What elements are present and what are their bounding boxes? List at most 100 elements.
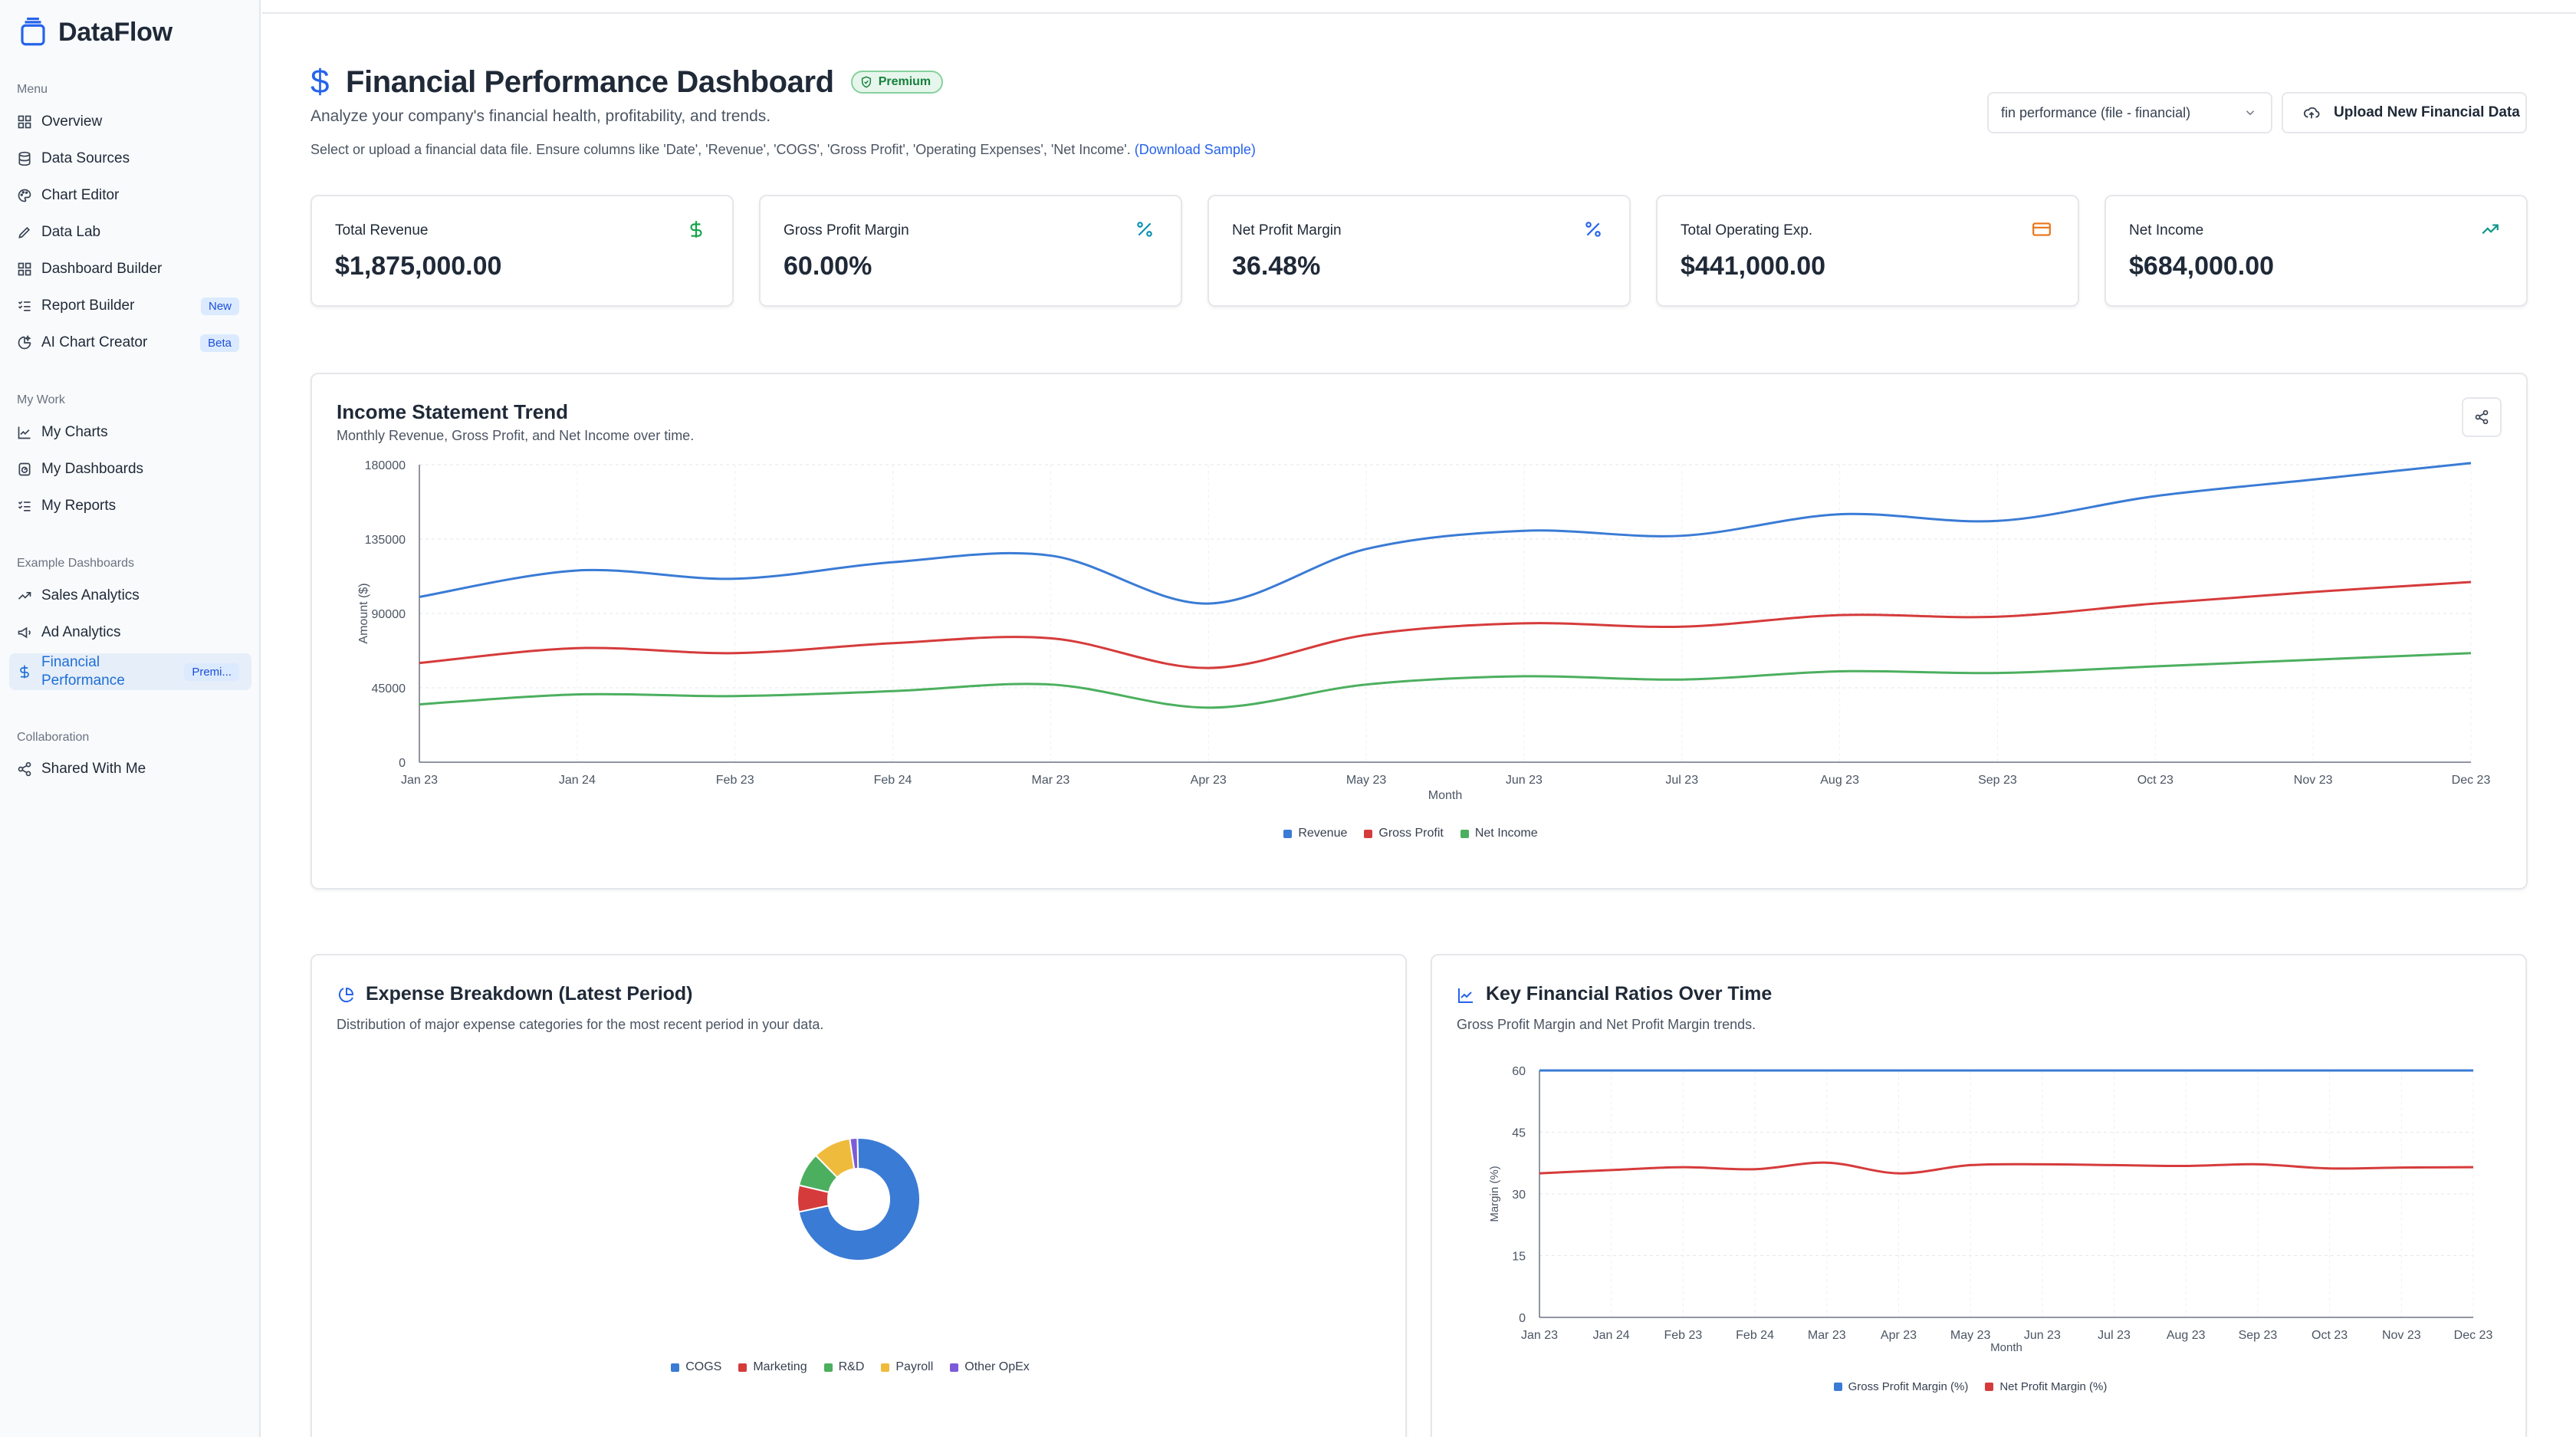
legend-item-revenue[interactable]: Revenue (1283, 827, 1347, 840)
legend-label: Other OpEx (964, 1360, 1030, 1373)
beta-badge: Beta (200, 334, 239, 352)
x-axis-label: Month (1990, 1341, 2022, 1354)
x-tick-label: Mar 23 (1808, 1329, 1846, 1342)
legend-label: Gross Profit Margin (%) (1848, 1380, 1969, 1393)
section-my-work: My Work (17, 393, 65, 406)
brand[interactable]: DataFlow (17, 15, 172, 49)
kpi-label: Net Income (2129, 222, 2204, 238)
legend-swatch (1283, 829, 1293, 838)
sidebar-item-ai-chart-creator[interactable]: AI Chart Creator Beta (9, 328, 251, 357)
sidebar-item-data-lab[interactable]: Data Lab (9, 218, 251, 247)
donut-slice-other-opex[interactable] (849, 1136, 859, 1170)
legend-item-other-opex[interactable]: Other OpEx (950, 1360, 1030, 1374)
kpi-label: Total Operating Exp. (1681, 222, 1813, 238)
legend-label: COGS (685, 1360, 722, 1373)
x-tick-label: Aug 23 (1820, 774, 1859, 787)
x-tick-label: Apr 23 (1881, 1329, 1917, 1342)
legend-item-net-income[interactable]: Net Income (1460, 827, 1538, 840)
legend-swatch (1985, 1383, 1994, 1391)
sidebar-item-ad-analytics[interactable]: Ad Analytics (9, 618, 251, 647)
panel-description: Gross Profit Margin and Net Profit Margi… (1457, 1017, 1756, 1032)
legend-item-marketing[interactable]: Marketing (738, 1360, 807, 1374)
legend-swatch (738, 1363, 748, 1372)
panel-title: Key Financial Ratios Over Time (1486, 983, 1773, 1005)
x-tick-label: Jun 23 (2024, 1329, 2061, 1342)
legend-item-payroll[interactable]: Payroll (881, 1360, 933, 1374)
sidebar-item-dashboard-builder[interactable]: Dashboard Builder (9, 255, 251, 284)
layout-grid-icon (18, 262, 31, 276)
x-tick-label: Jun 23 (1506, 774, 1543, 787)
x-tick-label: Jan 24 (1593, 1329, 1630, 1342)
sidebar-item-label: Chart Editor (41, 187, 120, 203)
sidebar-item-sales-analytics[interactable]: Sales Analytics (9, 581, 251, 610)
ratios-line-chart: 0 15 30 45 60 Jan 23 Jan 24 Feb 23 Feb 24 Mar 23 A… (1488, 1065, 2492, 1354)
sidebar-item-overview[interactable]: Overview (9, 107, 251, 136)
legend-item-gross-profit-margin[interactable]: Gross Profit Margin (%) (1833, 1380, 1969, 1393)
sidebar-item-report-builder[interactable]: Report Builder New (9, 291, 251, 321)
panel-title: Expense Breakdown (Latest Period) (366, 983, 693, 1005)
x-tick-label: Jan 23 (1521, 1329, 1558, 1342)
y-tick-label: 0 (1519, 1312, 1526, 1325)
y-tick-label: 15 (1512, 1251, 1526, 1264)
legend-item-r-d[interactable]: R&D (823, 1360, 865, 1374)
database-icon (18, 151, 31, 166)
percent-icon (1585, 222, 1601, 237)
legend-item-cogs[interactable]: COGS (671, 1360, 721, 1374)
sidebar-item-my-dashboards[interactable]: My Dashboards (9, 455, 251, 484)
megaphone-icon (18, 626, 31, 639)
upload-hint: Select or upload a financial data file. … (310, 142, 1256, 158)
share-button[interactable] (2462, 397, 2502, 437)
legend-label: R&D (838, 1360, 865, 1373)
series-line-revenue (419, 462, 2472, 605)
sidebar-item-chart-editor[interactable]: Chart Editor (9, 181, 251, 210)
legend-label: Payroll (895, 1360, 934, 1373)
sidebar-item-label: My Charts (41, 424, 108, 440)
trending-up-icon (18, 592, 31, 600)
x-tick-label: Jan 23 (401, 774, 438, 787)
legend-label: Marketing (753, 1360, 807, 1373)
sidebar-item-data-sources[interactable]: Data Sources (9, 144, 251, 173)
x-tick-label: Jul 23 (2098, 1329, 2131, 1342)
upload-data-button[interactable]: Upload New Financial Data (2282, 92, 2527, 133)
panel-description: Distribution of major expense categories… (337, 1017, 824, 1032)
pen-icon (18, 226, 31, 238)
y-tick-label: 135000 (365, 534, 406, 547)
sidebar-item-shared-with-me[interactable]: Shared With Me (9, 755, 251, 784)
x-tick-label: Dec 23 (2452, 774, 2491, 787)
kpi-card-total-revenue: Total Revenue $1,875,000.00 (310, 195, 734, 307)
sidebar-item-label: AI Chart Creator (41, 334, 148, 350)
download-sample-link[interactable]: (Download Sample) (1134, 142, 1256, 157)
kpi-value: $1,875,000.00 (335, 252, 502, 281)
series-line-net-income (419, 652, 2472, 709)
section-collaboration: Collaboration (17, 731, 90, 744)
y-tick-label: 60 (1512, 1065, 1526, 1078)
financial-ratios-panel: Key Financial Ratios Over Time Gross Pro… (1431, 954, 2527, 1437)
expense-donut-chart (797, 1136, 921, 1261)
x-tick-label: Nov 23 (2382, 1329, 2421, 1342)
cloud-upload-icon (2303, 107, 2320, 119)
legend-item-net-profit-margin[interactable]: Net Profit Margin (%) (1985, 1380, 2107, 1393)
line-chart-icon (18, 426, 31, 439)
donut-slice-cogs[interactable] (797, 1137, 921, 1261)
ratios-chart-legend: Gross Profit Margin (%) Net Profit Margin… (1432, 1380, 2525, 1393)
y-tick-label: 30 (1512, 1189, 1526, 1202)
sidebar-item-label: Report Builder (41, 298, 135, 314)
dollar-icon: $ (310, 63, 330, 100)
file-select-value: fin performance (file - financial) (2001, 104, 2191, 120)
sidebar-item-my-charts[interactable]: My Charts (9, 418, 251, 447)
legend-item-gross-profit[interactable]: Gross Profit (1364, 827, 1444, 840)
sidebar-item-label: My Reports (41, 498, 117, 514)
sidebar: DataFlow Menu Overview Data Sources Char… (0, 0, 261, 1437)
premium-badge: Premium (850, 71, 944, 94)
income-line-chart: 0 45000 90000 135000 180000 Jan 23 Jan 24 Feb 2… (357, 459, 2491, 802)
sidebar-item-my-reports[interactable]: My Reports (9, 492, 251, 521)
dollar-icon (20, 665, 29, 679)
file-select[interactable]: fin performance (file - financial) (1987, 92, 2272, 133)
panel-description: Monthly Revenue, Gross Profit, and Net I… (337, 428, 695, 443)
sidebar-item-financial-performance[interactable]: Financial Performance Premi... (9, 653, 251, 690)
legend-label: Net Profit Margin (%) (1999, 1380, 2108, 1393)
palette-icon (18, 189, 31, 202)
x-tick-label: May 23 (1346, 774, 1387, 787)
legend-swatch (950, 1363, 959, 1372)
y-axis-label: Amount ($) (357, 583, 370, 643)
